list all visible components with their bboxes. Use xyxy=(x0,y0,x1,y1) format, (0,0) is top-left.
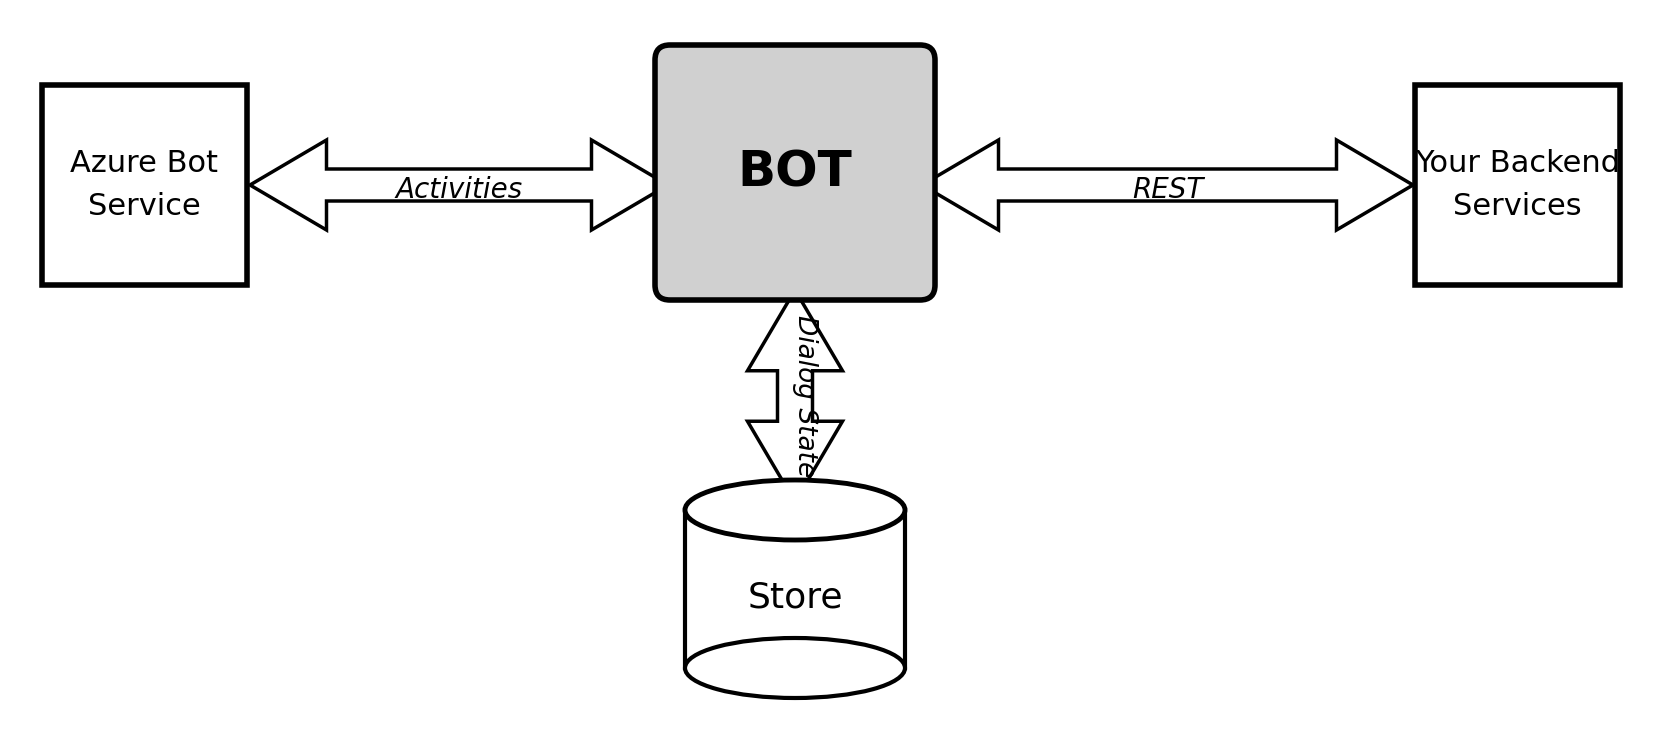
Text: Activities: Activities xyxy=(394,176,522,204)
Text: BOT: BOT xyxy=(737,149,852,197)
Bar xyxy=(41,85,247,285)
Bar xyxy=(1413,85,1619,285)
Text: Azure Bot
Service: Azure Bot Service xyxy=(71,149,219,221)
Polygon shape xyxy=(250,140,668,230)
Text: REST: REST xyxy=(1132,176,1203,204)
Polygon shape xyxy=(921,140,1412,230)
Ellipse shape xyxy=(684,480,905,540)
Text: Store: Store xyxy=(747,581,842,615)
Text: Your Backend
Services: Your Backend Services xyxy=(1413,149,1619,221)
FancyBboxPatch shape xyxy=(655,45,935,300)
Bar xyxy=(684,510,905,668)
Ellipse shape xyxy=(684,638,905,698)
Polygon shape xyxy=(747,290,842,502)
Text: Dialog State: Dialog State xyxy=(792,315,817,477)
